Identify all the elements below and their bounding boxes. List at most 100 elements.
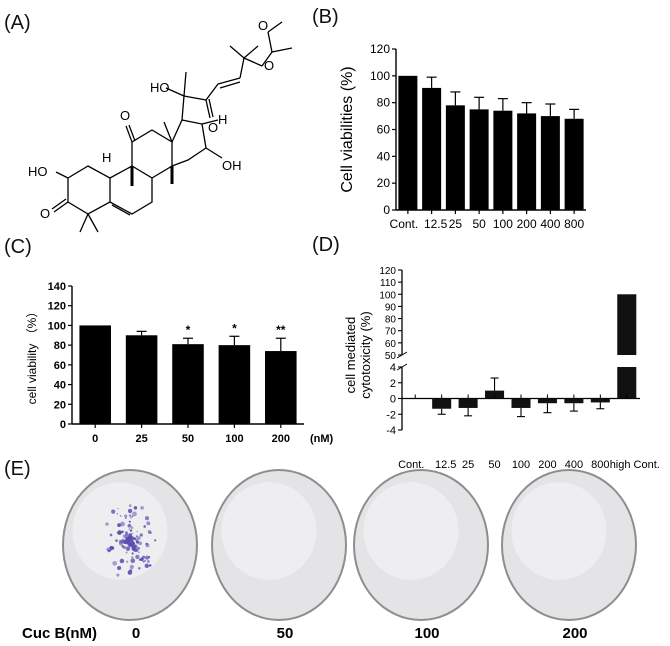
y-tick-label: 2 (390, 378, 396, 390)
colony (128, 504, 132, 507)
y-axis-label-line1: cell mediated (343, 317, 358, 394)
colony (108, 547, 110, 549)
colony (147, 530, 152, 534)
bar (265, 351, 297, 424)
colony (117, 565, 122, 571)
y-tick-label: 20 (377, 176, 391, 190)
colony (106, 548, 110, 551)
colony-plates: 0 50 100 200 Cuc B(nM) (22, 469, 637, 642)
colony (138, 567, 141, 570)
panel-c-label: (C) (4, 236, 32, 258)
bar (537, 398, 557, 404)
colony (129, 564, 134, 570)
x-tick-label: 100 (512, 459, 530, 471)
x-tick-label: 50 (472, 217, 486, 231)
colony (131, 540, 134, 542)
colony (140, 506, 144, 510)
chemical-structure (51, 21, 293, 233)
y-tick-label: 60 (377, 123, 391, 137)
y-tick-label: 120 (370, 42, 390, 56)
colony (138, 541, 143, 546)
colony (116, 573, 120, 577)
colony (142, 560, 145, 563)
bar (590, 398, 610, 403)
colony (133, 506, 138, 510)
y-tick-label: 4 (390, 362, 396, 374)
colony (116, 512, 119, 515)
atom-label-h-ring: H (102, 150, 111, 165)
x-tick-label: 800 (591, 459, 609, 471)
plate-highlight (363, 482, 459, 580)
colony (117, 507, 119, 510)
atom-label-ho-side: HO (150, 80, 170, 95)
colony (144, 516, 150, 521)
colony (137, 547, 140, 550)
x-tick-label: 100 (225, 433, 243, 445)
colony (145, 543, 150, 548)
colony (127, 508, 133, 514)
colony (146, 559, 150, 563)
panel-b-label: (B) (312, 6, 339, 28)
y-tick-label: 60 (385, 339, 397, 350)
colony (135, 540, 140, 544)
bar (617, 367, 637, 399)
x-tick-label: 400 (565, 459, 583, 471)
colony (105, 522, 109, 526)
colony (130, 558, 136, 564)
y-tick-label: 0 (60, 419, 66, 431)
bar (125, 335, 158, 424)
colony (132, 532, 134, 535)
colony (130, 536, 135, 540)
colony (136, 530, 139, 533)
y-tick-label: 80 (385, 315, 397, 326)
chart-c: 0 20 40 60 80 100 120 140 0 25 * 50 * 100 ** 200 cell vi… (25, 281, 334, 445)
colony (138, 558, 141, 561)
bar (517, 113, 537, 210)
x-tick-label: Cont. (390, 217, 419, 231)
y-tick-label: 60 (54, 360, 66, 372)
colony (131, 556, 134, 559)
colony (130, 526, 134, 530)
colony (142, 555, 145, 558)
colony (111, 509, 116, 514)
colony (109, 533, 113, 537)
colony (120, 521, 125, 527)
bar (564, 118, 584, 210)
bar (617, 294, 637, 355)
y-tick-label: 80 (54, 340, 66, 352)
atom-label-oh-right: OH (222, 158, 242, 173)
x-tick-label: 50 (182, 433, 194, 445)
colony (130, 542, 132, 544)
colony (126, 560, 129, 563)
bar (445, 105, 465, 210)
significance-label: ** (276, 323, 286, 337)
colony (125, 533, 129, 537)
y-tick-label: 40 (54, 380, 66, 392)
colony (131, 546, 136, 551)
bar (511, 398, 531, 408)
y-tick-label: 80 (377, 96, 391, 110)
bar (79, 325, 111, 424)
colony (125, 546, 131, 551)
colony (107, 550, 110, 552)
colony (125, 551, 128, 554)
dose-label: 100 (414, 625, 439, 642)
colony (135, 535, 138, 538)
atom-label-o-top: O (120, 108, 130, 123)
colony (135, 554, 140, 560)
colony (139, 533, 143, 537)
bar (422, 87, 442, 210)
significance-label: * (186, 323, 191, 337)
colony (128, 520, 131, 523)
significance-label: * (232, 321, 237, 335)
colony (121, 530, 124, 534)
colony (146, 521, 151, 526)
colony (115, 539, 118, 542)
colony (125, 517, 127, 519)
y-tick-label: -4 (386, 425, 396, 437)
y-tick-label: 0 (383, 203, 390, 217)
colony (117, 523, 121, 527)
atom-label-o-carbonyl: O (258, 18, 268, 33)
